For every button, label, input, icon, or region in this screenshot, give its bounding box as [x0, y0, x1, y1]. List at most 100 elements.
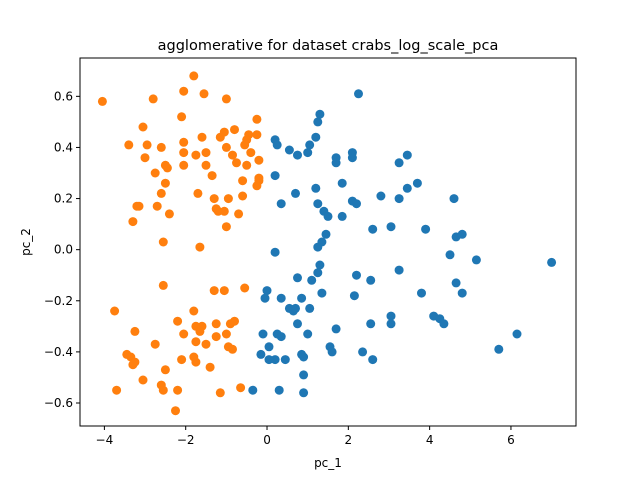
scatter-point: [191, 150, 201, 160]
scatter-point: [189, 306, 199, 316]
scatter-point: [148, 94, 158, 104]
scatter-point: [358, 347, 368, 357]
scatter-point: [252, 130, 262, 140]
scatter-point: [230, 316, 239, 326]
x-tick-label: 4: [426, 433, 434, 447]
scatter-point: [156, 188, 166, 198]
scatter-point: [299, 388, 309, 398]
scatter-point: [179, 148, 189, 158]
x-tick-label: −2: [177, 433, 195, 447]
scatter-point: [110, 306, 120, 316]
scatter-point: [417, 288, 426, 298]
x-tick-label: −4: [96, 433, 114, 447]
scatter-point: [230, 125, 239, 135]
scatter-point: [337, 211, 347, 221]
scatter-point: [201, 148, 211, 158]
scatter-point: [221, 142, 231, 152]
scatter-point: [240, 140, 250, 150]
scatter-point: [195, 326, 205, 336]
scatter-point: [242, 160, 252, 170]
scatter-point: [368, 355, 378, 365]
scatter-point: [260, 293, 270, 303]
scatter-point: [191, 337, 201, 347]
scatter-point: [138, 122, 148, 132]
scatter-point: [284, 145, 294, 155]
scatter-point: [457, 288, 467, 298]
scatter-point: [236, 383, 246, 393]
scatter-point: [315, 109, 325, 119]
scatter-point: [228, 344, 237, 354]
scatter-point: [201, 160, 211, 170]
scatter-point: [158, 237, 168, 247]
scatter-point: [189, 71, 199, 81]
scatter-point: [164, 209, 174, 219]
scatter-point: [274, 385, 284, 395]
scatter-point: [264, 342, 274, 352]
scatter-point: [439, 319, 449, 329]
scatter-point: [246, 148, 256, 158]
scatter-point: [299, 370, 309, 380]
scatter-point: [331, 324, 341, 334]
scatter-point: [297, 293, 307, 303]
scatter-point: [276, 332, 286, 342]
scatter-point: [313, 242, 323, 252]
scatter-point: [158, 280, 168, 290]
scatter-point: [142, 140, 152, 150]
scatter-point: [394, 194, 404, 204]
scatter-point: [311, 132, 321, 142]
scatter-point: [421, 224, 431, 234]
scatter-point: [337, 178, 347, 188]
plot-frame: [79, 57, 577, 427]
scatter-point: [327, 347, 337, 357]
scatter-point: [199, 89, 209, 99]
scatter-point: [402, 183, 412, 193]
scatter-point: [402, 150, 412, 160]
scatter-point: [173, 385, 183, 395]
scatter-point: [313, 199, 323, 209]
scatter-point: [177, 355, 187, 365]
scatter-point: [305, 303, 315, 313]
scatter-point: [368, 224, 378, 234]
scatter-point: [191, 357, 201, 367]
scatter-point: [179, 86, 189, 96]
scatter-point: [258, 329, 268, 339]
scatter-point: [264, 355, 274, 365]
scatter-point: [156, 142, 166, 152]
y-tick-label: −0.6: [44, 396, 73, 410]
scatter-point: [512, 329, 522, 339]
scatter-point: [262, 286, 272, 296]
scatter-point: [313, 117, 323, 127]
scatter-point: [173, 316, 183, 326]
scatter-point: [386, 222, 396, 232]
scatter-point: [471, 255, 481, 265]
y-tick-label: 0.0: [54, 243, 73, 257]
x-axis: −4 −2 0 2 4 6: [96, 426, 515, 447]
scatter-point: [293, 150, 302, 160]
scatter-point: [449, 194, 459, 204]
scatter-point: [311, 183, 321, 193]
scatter-point: [457, 229, 467, 239]
scatter-point: [252, 114, 262, 124]
y-tick-label: 0.6: [54, 89, 73, 103]
scatter-point: [254, 173, 264, 183]
scatter-point: [291, 303, 300, 313]
scatter-point: [303, 329, 313, 339]
scatter-point: [313, 268, 323, 278]
scatter-point: [150, 168, 160, 178]
scatter-point: [366, 319, 376, 329]
scatter-point: [315, 260, 325, 270]
scatter-point: [494, 344, 504, 354]
scatter-point: [112, 385, 122, 395]
scatter-point: [291, 188, 300, 198]
scatter-point: [209, 286, 219, 296]
scatter-point: [412, 178, 422, 188]
scatter-point: [128, 217, 138, 227]
scatter-point: [451, 278, 461, 288]
scatter-point: [238, 176, 248, 186]
scatter-point: [160, 365, 170, 375]
scatter-point: [223, 194, 233, 204]
scatter-point: [205, 362, 215, 372]
scatter-point: [293, 273, 302, 283]
scatter-point: [376, 191, 386, 201]
scatter-point: [160, 178, 170, 188]
